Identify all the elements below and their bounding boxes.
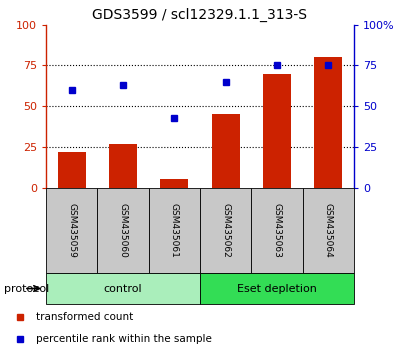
Bar (109, 144, 137, 188)
Bar (200, 188, 251, 273)
Bar (46, 188, 97, 273)
Bar (160, 179, 188, 188)
Bar (46, 273, 200, 304)
Bar (263, 74, 291, 188)
Text: protocol: protocol (4, 284, 49, 293)
Bar (303, 188, 354, 273)
Bar (251, 188, 303, 273)
Text: transformed count: transformed count (36, 312, 133, 322)
Text: GSM435059: GSM435059 (67, 202, 76, 258)
Bar (314, 57, 342, 188)
Bar (149, 188, 200, 273)
Text: GSM435063: GSM435063 (272, 202, 282, 258)
Text: control: control (104, 284, 142, 293)
Text: GSM435064: GSM435064 (324, 203, 333, 257)
Bar (97, 188, 149, 273)
Text: GSM435062: GSM435062 (221, 203, 230, 257)
Text: Eset depletion: Eset depletion (237, 284, 317, 293)
Text: GSM435060: GSM435060 (118, 202, 128, 258)
Title: GDS3599 / scl12329.1.1_313-S: GDS3599 / scl12329.1.1_313-S (92, 8, 308, 22)
Text: percentile rank within the sample: percentile rank within the sample (36, 334, 212, 344)
Bar (58, 152, 86, 188)
Text: GSM435061: GSM435061 (170, 202, 179, 258)
Bar (212, 114, 240, 188)
Bar (200, 273, 354, 304)
